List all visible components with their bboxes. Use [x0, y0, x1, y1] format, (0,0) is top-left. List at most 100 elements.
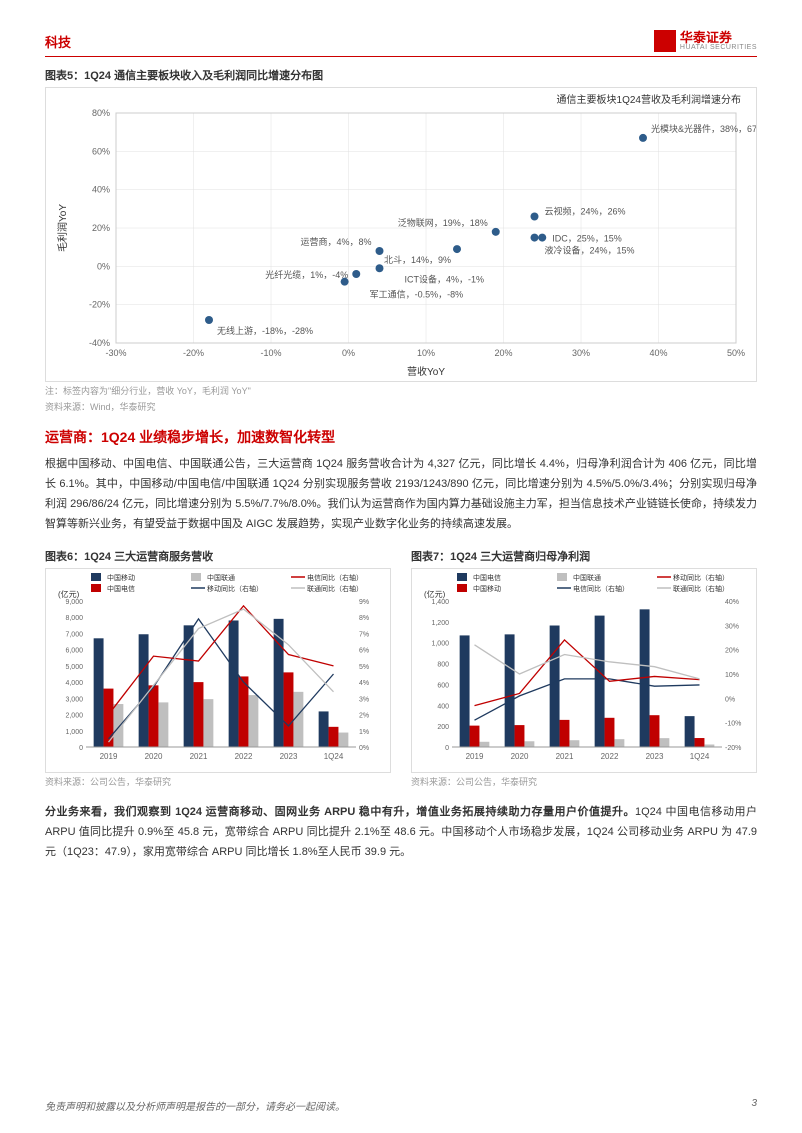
- svg-text:0%: 0%: [342, 348, 355, 358]
- svg-text:中国移动: 中国移动: [107, 573, 135, 582]
- page-footer: 免责声明和披露以及分析师声明是报告的一部分，请务必一起阅读。 3: [45, 1098, 757, 1113]
- svg-text:中国电信: 中国电信: [473, 573, 501, 582]
- brand-name: 华泰证券: [680, 31, 757, 44]
- svg-text:1,200: 1,200: [431, 620, 449, 627]
- svg-text:中国联通: 中国联通: [207, 573, 235, 582]
- svg-text:6,000: 6,000: [65, 648, 83, 655]
- svg-text:联通同比（右轴）: 联通同比（右轴）: [673, 584, 729, 593]
- svg-text:1,400: 1,400: [431, 599, 449, 606]
- svg-text:(亿元): (亿元): [424, 589, 446, 599]
- svg-text:1Q24: 1Q24: [690, 752, 710, 761]
- svg-text:0: 0: [445, 745, 449, 752]
- svg-text:30%: 30%: [725, 624, 739, 631]
- svg-text:600: 600: [437, 683, 449, 690]
- svg-text:2023: 2023: [646, 752, 664, 761]
- svg-text:移动同比（右轴）: 移动同比（右轴）: [207, 584, 263, 593]
- svg-text:运营商，4%，8%: 运营商，4%，8%: [300, 236, 371, 247]
- svg-text:电信同比（右轴）: 电信同比（右轴）: [573, 584, 629, 593]
- svg-text:通信主要板块1Q24营收及毛利润增速分布: 通信主要板块1Q24营收及毛利润增速分布: [557, 93, 741, 106]
- footer-page: 3: [751, 1098, 757, 1113]
- svg-text:40%: 40%: [92, 185, 110, 195]
- svg-text:4%: 4%: [359, 680, 369, 687]
- svg-text:中国电信: 中国电信: [107, 584, 135, 593]
- svg-text:400: 400: [437, 704, 449, 711]
- svg-text:-30%: -30%: [105, 348, 126, 358]
- svg-text:3,000: 3,000: [65, 697, 83, 704]
- svg-text:200: 200: [437, 725, 449, 732]
- svg-text:-40%: -40%: [89, 338, 110, 348]
- svg-text:20%: 20%: [725, 648, 739, 655]
- svg-text:2%: 2%: [359, 713, 369, 720]
- svg-text:液冷设备，24%，15%: 液冷设备，24%，15%: [545, 245, 635, 256]
- svg-text:0: 0: [79, 745, 83, 752]
- svg-text:1%: 1%: [359, 729, 369, 736]
- svg-text:50%: 50%: [727, 348, 745, 358]
- svg-text:电信同比（右轴）: 电信同比（右轴）: [307, 573, 363, 582]
- svg-text:中国联通: 中国联通: [573, 573, 601, 582]
- svg-text:毛利润YoY: 毛利润YoY: [56, 204, 69, 252]
- svg-text:0%: 0%: [97, 261, 110, 271]
- brand-logo-icon: [654, 30, 676, 52]
- svg-text:ICT设备，4%，-1%: ICT设备，4%，-1%: [405, 273, 485, 284]
- svg-text:无线上游，-18%，-28%: 无线上游，-18%，-28%: [217, 325, 313, 336]
- svg-text:9,000: 9,000: [65, 599, 83, 606]
- svg-text:1Q24: 1Q24: [324, 752, 344, 761]
- svg-text:2022: 2022: [601, 752, 619, 761]
- svg-text:5,000: 5,000: [65, 664, 83, 671]
- svg-text:8,000: 8,000: [65, 616, 83, 623]
- svg-text:营收YoY: 营收YoY: [407, 365, 445, 378]
- svg-text:联通同比（右轴）: 联通同比（右轴）: [307, 584, 363, 593]
- svg-text:2021: 2021: [556, 752, 574, 761]
- svg-text:2,000: 2,000: [65, 713, 83, 720]
- section-title: 运营商：1Q24 业绩稳步增长，加速数智化转型: [45, 427, 757, 447]
- svg-text:7%: 7%: [359, 632, 369, 639]
- svg-text:-20%: -20%: [89, 300, 110, 310]
- svg-text:3%: 3%: [359, 697, 369, 704]
- para2-lead: 分业务来看，我们观察到 1Q24 运营商移动、固网业务 ARPU 稳中有升，增值…: [45, 806, 635, 818]
- fig6-title: 图表6：1Q24 三大运营商服务营收: [45, 548, 391, 564]
- fig7-chart: 中国电信 中国联通 移动同比（右轴） 中国移动 电信同比（右轴） 联通同比（右轴） 0 200…: [411, 568, 757, 773]
- svg-text:移动同比（右轴）: 移动同比（右轴）: [673, 573, 729, 582]
- svg-text:20%: 20%: [494, 348, 512, 358]
- svg-text:20%: 20%: [92, 223, 110, 233]
- svg-text:-10%: -10%: [725, 721, 741, 728]
- svg-text:-20%: -20%: [183, 348, 204, 358]
- page-header: 科技 华泰证券 HUATAI SECURITIES: [45, 30, 757, 57]
- fig5-chart: -30%-20%-10%0%10%20%30%40%50%-40%-20%0%2…: [45, 87, 757, 382]
- svg-text:(亿元): (亿元): [58, 589, 80, 599]
- para2: 分业务来看，我们观察到 1Q24 运营商移动、固网业务 ARPU 稳中有升，增值…: [45, 803, 757, 862]
- svg-text:1,000: 1,000: [65, 729, 83, 736]
- svg-text:4,000: 4,000: [65, 680, 83, 687]
- svg-text:军工通信，-0.5%，-8%: 军工通信，-0.5%，-8%: [370, 289, 464, 300]
- svg-text:2021: 2021: [190, 752, 208, 761]
- fig6-source: 资料来源：公司公告，华泰研究: [45, 776, 391, 789]
- fig7-source: 资料来源：公司公告，华泰研究: [411, 776, 757, 789]
- svg-text:光模块&光器件，38%，67%: 光模块&光器件，38%，67%: [651, 123, 756, 134]
- fig5-title: 图表5：1Q24 通信主要板块收入及毛利润同比增速分布图: [45, 67, 757, 83]
- svg-text:2019: 2019: [100, 752, 118, 761]
- section-para1: 根据中国移动、中国电信、中国联通公告，三大运营商 1Q24 服务营收合计为 4,…: [45, 455, 757, 534]
- svg-text:30%: 30%: [572, 348, 590, 358]
- svg-text:40%: 40%: [725, 599, 739, 606]
- svg-text:8%: 8%: [359, 616, 369, 623]
- fig5-note: 注：标签内容为"细分行业，营收 YoY，毛利润 YoY": [45, 385, 757, 398]
- brand-block: 华泰证券 HUATAI SECURITIES: [654, 30, 757, 52]
- svg-text:5%: 5%: [359, 664, 369, 671]
- svg-text:2022: 2022: [235, 752, 253, 761]
- svg-text:光纤光缆，1%，-4%: 光纤光缆，1%，-4%: [265, 269, 348, 280]
- svg-text:60%: 60%: [92, 146, 110, 156]
- svg-text:0%: 0%: [359, 745, 369, 752]
- fig6-chart: 中国移动 中国联通 电信同比（右轴） 中国电信 移动同比（右轴） 联通同比（右轴） 0 1,0…: [45, 568, 391, 773]
- svg-text:7,000: 7,000: [65, 632, 83, 639]
- svg-text:IDC，25%，15%: IDC，25%，15%: [552, 234, 622, 244]
- header-category: 科技: [45, 32, 71, 51]
- svg-text:2019: 2019: [466, 752, 484, 761]
- svg-text:2020: 2020: [511, 752, 529, 761]
- svg-text:9%: 9%: [359, 599, 369, 606]
- svg-text:北斗，14%，9%: 北斗，14%，9%: [384, 255, 451, 265]
- svg-text:10%: 10%: [725, 672, 739, 679]
- svg-text:0%: 0%: [725, 697, 735, 704]
- svg-text:-20%: -20%: [725, 745, 741, 752]
- svg-text:泛物联网，19%，18%: 泛物联网，19%，18%: [398, 217, 488, 228]
- svg-text:中国移动: 中国移动: [473, 584, 501, 593]
